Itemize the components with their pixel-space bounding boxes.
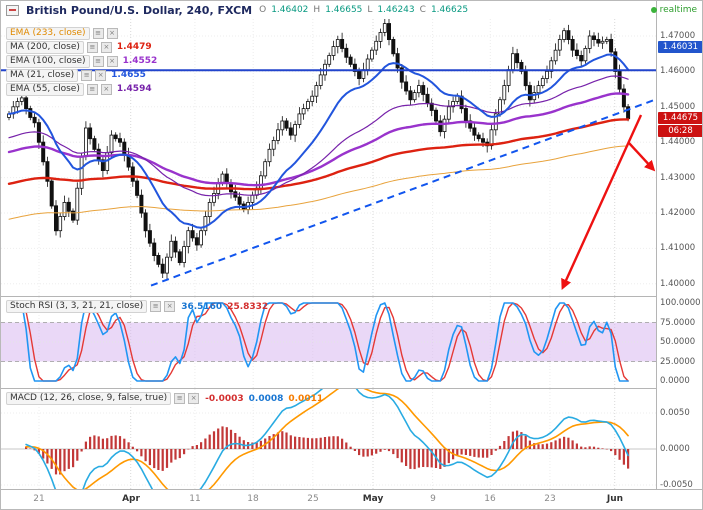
high-label: H	[313, 5, 321, 15]
time-axis-label: 25	[307, 494, 319, 504]
macd-hist-value: -0.0003	[205, 393, 244, 404]
indicator-close-icon[interactable]: ×	[164, 301, 176, 312]
low-value: 1.46243	[377, 5, 415, 15]
indicator-settings-icon[interactable]: ≡	[86, 41, 98, 53]
legend-row-ema55: EMA (55, close) ≡ × 1.4594	[6, 82, 157, 96]
close-label: C	[419, 5, 426, 15]
high-value: 1.46655	[325, 5, 363, 15]
indicator-close-icon[interactable]: ×	[100, 41, 112, 53]
macd-line-value: 0.0008	[248, 393, 284, 404]
price-axis-label: 1.42000	[660, 208, 696, 218]
stoch-axis-label: 100.0000	[660, 298, 701, 308]
indicator-close-icon[interactable]: ×	[100, 83, 112, 95]
stoch-rsi-values: 36.5160 25.8332	[181, 302, 268, 312]
time-axis-label: 11	[189, 494, 201, 504]
price-axis-label: 1.41000	[660, 243, 696, 254]
chart-header: British Pound/U.S. Dollar, 240, FXCM O 1.…	[1, 1, 468, 19]
indicator-settings-icon[interactable]: ≡	[92, 55, 104, 67]
indicator-close-icon[interactable]: ×	[95, 69, 107, 81]
legend-row-ma21: MA (21, close) ≡ × 1.4655	[6, 68, 157, 82]
realtime-status: realtime	[650, 5, 697, 15]
time-axis-label: 16	[484, 494, 496, 504]
indicator-legend: EMA (233, close) ≡ × MA (200, close) ≡ ×…	[6, 26, 157, 96]
ohlc-readout: O 1.46402 H 1.46655 L 1.46243 C 1.46625	[259, 5, 468, 15]
open-value: 1.46402	[271, 5, 309, 15]
price-badge: 1.44675	[658, 112, 702, 124]
indicator-settings-icon[interactable]: ≡	[86, 83, 98, 95]
symbol-title: British Pound/U.S. Dollar, 240, FXCM	[26, 3, 253, 17]
indicator-value: 1.4655	[111, 70, 146, 80]
window-icon[interactable]	[6, 4, 19, 16]
time-axis-label: 21	[33, 494, 45, 504]
stoch-k-value: 36.5160	[181, 301, 223, 312]
price-axis-label: 1.40000	[660, 278, 696, 289]
price-axis-label: 1.45000	[660, 101, 696, 112]
price-axis-label: 1.47000	[660, 31, 696, 41]
open-label: O	[259, 5, 267, 15]
indicator-label: EMA (55, close)	[6, 82, 84, 96]
indicator-close-icon[interactable]: ×	[106, 55, 118, 67]
panel-divider	[1, 296, 702, 297]
indicator-label: MA (200, close)	[6, 40, 84, 54]
time-axis-label: Apr	[122, 494, 140, 504]
price-badge: 06:28	[658, 125, 702, 137]
time-axis-label: 18	[247, 494, 259, 504]
macd-label: MACD (12, 26, close, 9, false, true)	[6, 392, 172, 405]
realtime-dot-icon	[650, 7, 657, 13]
time-axis[interactable]: 21 Apr 11 18 25 May 9 16 23 Jun	[1, 489, 702, 509]
indicator-value: 1.4479	[116, 42, 152, 52]
price-badge: 1.46031	[658, 41, 702, 53]
indicator-settings-icon[interactable]: ≡	[174, 393, 186, 404]
indicator-close-icon[interactable]: ×	[106, 27, 118, 39]
indicator-label: MA (21, close)	[6, 68, 79, 82]
legend-row-ema233: EMA (233, close) ≡ ×	[6, 26, 157, 40]
legend-row-ma200: MA (200, close) ≡ × 1.4479	[6, 40, 157, 54]
price-axis-label: 1.44000	[660, 137, 696, 148]
stoch-axis-label: 25.0000	[660, 356, 696, 367]
macd-axis-label: 0.0000	[660, 444, 690, 454]
indicator-close-icon[interactable]: ×	[188, 393, 200, 404]
indicator-value: 1.4552	[122, 56, 158, 66]
time-axis-label: May	[362, 494, 384, 504]
stoch-rsi-canvas[interactable]	[1, 297, 656, 389]
stoch-axis-label: 0.0000	[660, 376, 690, 386]
price-axis-label: 1.43000	[660, 172, 696, 183]
indicator-label: EMA (100, close)	[6, 54, 90, 68]
stoch-axis-label: 75.0000	[660, 317, 696, 328]
indicator-settings-icon[interactable]: ≡	[150, 301, 162, 312]
price-axis[interactable]: 1.47000 1.46000 1.45000 1.44000 1.43000 1.420…	[656, 1, 702, 490]
macd-canvas[interactable]	[1, 389, 656, 489]
price-axis-label: 1.46000	[660, 66, 696, 77]
stoch-rsi-label: Stoch RSI (3, 3, 21, 21, close)	[6, 300, 148, 313]
macd-values: -0.0003 0.0008 0.0011	[205, 394, 323, 404]
low-label: L	[367, 5, 373, 15]
realtime-label: realtime	[659, 5, 697, 15]
stoch-rsi-legend: Stoch RSI (3, 3, 21, 21, close) ≡ × 36.5…	[6, 300, 268, 313]
stoch-d-value: 25.8332	[227, 301, 269, 312]
time-axis-label: 23	[544, 494, 556, 504]
legend-row-ema100: EMA (100, close) ≡ × 1.4552	[6, 54, 157, 68]
panel-divider	[1, 388, 702, 389]
time-axis-label: 9	[430, 494, 436, 504]
time-axis-label: Jun	[606, 494, 624, 504]
indicator-settings-icon[interactable]: ≡	[92, 27, 104, 39]
macd-legend: MACD (12, 26, close, 9, false, true) ≡ ×…	[6, 392, 323, 405]
macd-signal-value: 0.0011	[288, 393, 324, 404]
indicator-value: 1.4594	[116, 84, 152, 94]
macd-axis-label: -0.0050	[660, 480, 693, 490]
indicator-settings-icon[interactable]: ≡	[81, 69, 93, 81]
macd-axis-label: 0.0050	[660, 408, 690, 418]
stoch-axis-label: 50.0000	[660, 337, 696, 347]
main-chart-canvas[interactable]	[1, 19, 656, 296]
indicator-label: EMA (233, close)	[6, 26, 90, 40]
close-value: 1.46625	[430, 5, 469, 15]
